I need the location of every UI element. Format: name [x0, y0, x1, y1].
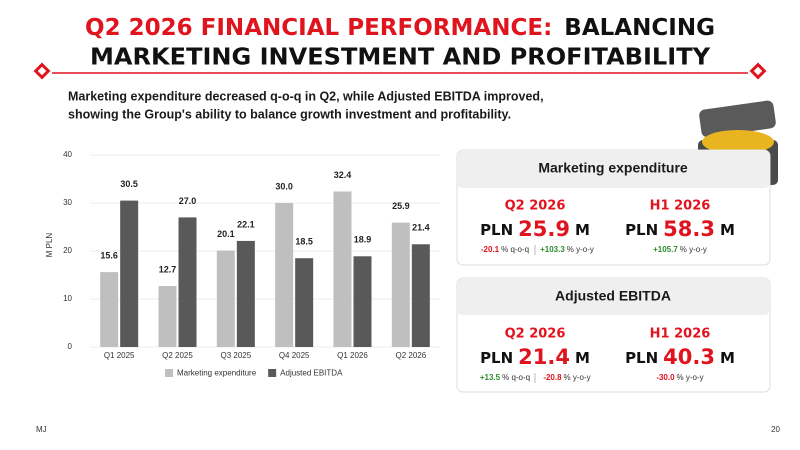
change-label: % y-o-y — [677, 373, 704, 382]
bar — [178, 217, 197, 347]
value-label: 21.4 — [412, 223, 430, 233]
y-tick-label: 10 — [63, 294, 72, 303]
value-label: 30.0 — [275, 181, 293, 191]
x-tick-label: Q3 2025 — [220, 351, 251, 360]
value-label: 32.4 — [334, 170, 352, 180]
value-label: 25.9 — [392, 201, 410, 211]
kpi-period: H1 2026 — [650, 327, 711, 342]
kpi-value: 21.4 — [518, 345, 570, 369]
value-label: 18.9 — [354, 235, 372, 245]
value-label: 20.1 — [217, 229, 235, 239]
value-label: 30.5 — [120, 179, 138, 189]
kpi-currency: PLN — [480, 221, 513, 239]
legend-swatch — [268, 369, 277, 377]
x-tick-label: Q1 2026 — [337, 351, 368, 360]
kpi-change: -20.1% q-o-q — [481, 245, 529, 254]
value-label: 27.0 — [179, 196, 197, 206]
bar — [411, 244, 430, 347]
legend-swatch — [165, 369, 173, 377]
y-tick-label: 20 — [63, 246, 72, 255]
change-value: +103.3 — [540, 245, 565, 254]
y-tick-label: 40 — [63, 150, 72, 159]
change-label: % q-o-q — [502, 373, 530, 382]
change-label: % q-o-q — [501, 245, 529, 254]
y-tick-label: 0 — [68, 342, 73, 351]
kpi-change: -20.8% y-o-y — [543, 373, 590, 382]
value-label: 12.7 — [159, 264, 177, 274]
y-tick-label: 30 — [63, 198, 72, 207]
change-value: -20.8 — [543, 373, 562, 382]
bar — [120, 200, 139, 347]
kpi-value: 58.3 — [663, 217, 715, 241]
kpi-value: 40.3 — [663, 345, 715, 369]
title-line-2: MARKETING INVESTMENT AND PROFITABILITY — [90, 45, 710, 71]
bar — [391, 222, 410, 347]
card-title: Adjusted EBITDA — [555, 288, 671, 304]
change-label: % y-o-y — [680, 245, 707, 254]
bar — [333, 191, 352, 347]
kpi-unit: M — [575, 349, 590, 367]
legend-label: Adjusted EBITDA — [280, 369, 343, 378]
value-label: 18.5 — [295, 237, 313, 247]
x-tick-label: Q4 2025 — [279, 351, 310, 360]
title-line-1: Q2 2026 FINANCIAL PERFORMANCE: BALANCING — [85, 15, 715, 41]
change-value: +13.5 — [480, 373, 501, 382]
kpi-period: Q2 2026 — [505, 327, 566, 342]
page-number: 20 — [771, 425, 780, 434]
x-tick-label: Q2 2025 — [162, 351, 193, 360]
y-axis-label: M PLN — [45, 233, 54, 258]
subtitle-line: Marketing expenditure decreased q-o-q in… — [68, 89, 544, 103]
kpi-currency: PLN — [625, 349, 658, 367]
value-label: 15.6 — [100, 250, 118, 260]
kpi-value-line: PLN 58.3 M — [625, 217, 735, 241]
kpi-change: -30.0% y-o-y — [656, 373, 703, 382]
legend-label: Marketing expenditure — [177, 369, 257, 378]
bar — [216, 250, 235, 347]
kpi-value-line: PLN 25.9 M — [480, 217, 590, 241]
card-frames — [456, 149, 771, 393]
title-text: BALANCING — [564, 15, 715, 41]
bar — [158, 286, 177, 347]
bar — [100, 272, 119, 347]
kpi-currency: PLN — [480, 349, 513, 367]
kpi-period: Q2 2026 — [505, 199, 566, 214]
change-value: -20.1 — [481, 245, 500, 254]
change-value: +105.7 — [653, 245, 678, 254]
kpi-change: +105.7% y-o-y — [653, 245, 707, 254]
change-label: % y-o-y — [564, 373, 591, 382]
kpi-value-line: PLN 40.3 M — [625, 345, 735, 369]
kpi-change: +13.5% q-o-q — [480, 373, 530, 382]
change-value: -30.0 — [656, 373, 675, 382]
kpi-unit: M — [575, 221, 590, 239]
bar — [295, 258, 314, 347]
kpi-value-line: PLN 21.4 M — [480, 345, 590, 369]
kpi-value: 25.9 — [518, 217, 570, 241]
card-title: Marketing expenditure — [538, 160, 688, 176]
change-label: % y-o-y — [567, 245, 594, 254]
title-highlight: Q2 2026 FINANCIAL PERFORMANCE: — [85, 15, 552, 41]
x-tick-label: Q2 2026 — [395, 351, 426, 360]
bar — [353, 256, 372, 347]
footer-mark: MJ — [36, 425, 47, 434]
kpi-period: H1 2026 — [650, 199, 711, 214]
kpi-unit: M — [720, 349, 735, 367]
kpi-change: +103.3% y-o-y — [540, 245, 594, 254]
bar — [275, 203, 294, 347]
bar — [236, 240, 255, 347]
kpi-unit: M — [720, 221, 735, 239]
divider — [33, 62, 767, 80]
value-label: 22.1 — [237, 219, 255, 229]
x-tick-label: Q1 2025 — [104, 351, 135, 360]
subtitle-line: showing the Group's ability to balance g… — [68, 107, 511, 121]
kpi-currency: PLN — [625, 221, 658, 239]
